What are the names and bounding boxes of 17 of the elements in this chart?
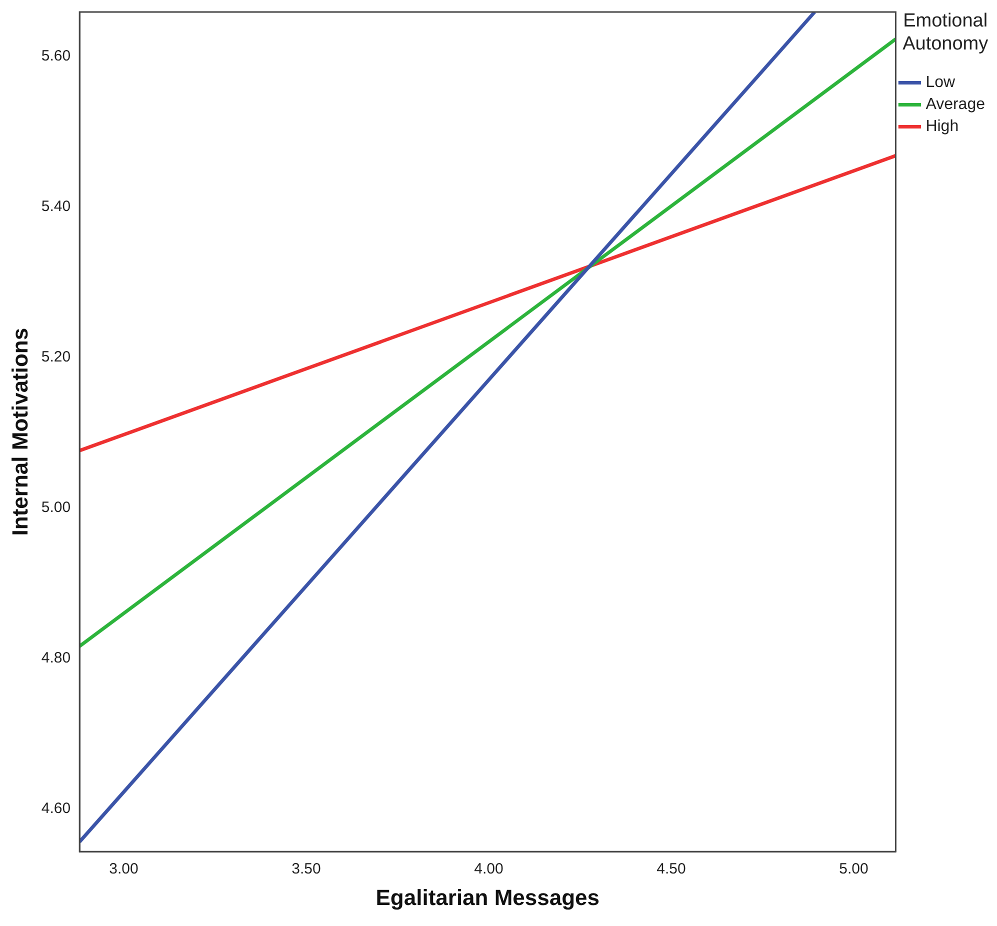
legend-title: Emotional Autonomy [902, 10, 989, 55]
y-tick-label: 5.60 [41, 48, 71, 65]
x-tick-label: 5.00 [839, 860, 868, 878]
y-tick-label: 5.00 [41, 498, 71, 516]
x-tick-label: 4.50 [656, 860, 686, 878]
legend-label: High [926, 118, 959, 136]
legend-label: Average [926, 96, 986, 114]
y-tick-label: 4.80 [41, 649, 71, 666]
y-tick-label: 5.20 [41, 348, 71, 366]
legend-label: Low [926, 74, 956, 92]
x-tick-label: 3.50 [292, 860, 321, 878]
x-tick-label: 4.00 [474, 860, 504, 878]
x-tick-label: 3.00 [109, 860, 138, 878]
y-axis-title: Internal Motivations [7, 328, 32, 536]
y-tick-label: 5.40 [41, 198, 71, 215]
x-axis-title: Egalitarian Messages [376, 884, 600, 910]
y-tick-label: 4.60 [41, 800, 71, 817]
